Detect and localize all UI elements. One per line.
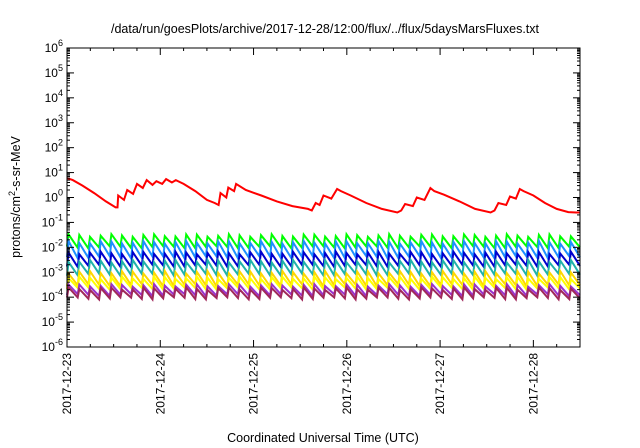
x-axis-title: Coordinated Universal Time (UTC)	[227, 431, 419, 445]
series-line-8	[66, 284, 581, 302]
y-tick-label: 105	[45, 63, 63, 80]
x-tick-label: 2017-12-25	[247, 353, 261, 415]
x-tick-label: 2017-12-26	[340, 353, 354, 415]
y-tick-label: 102	[45, 138, 63, 155]
plot-frame	[66, 47, 581, 348]
y-tick-label: 10-2	[42, 237, 63, 254]
y-tick-label: 106	[45, 38, 63, 55]
series-line-0	[66, 177, 580, 214]
series-line-4	[66, 256, 581, 279]
x-tick-label: 2017-12-23	[60, 353, 74, 415]
y-tick-label: 10-3	[42, 262, 63, 279]
x-tick-label: 2017-12-27	[433, 353, 447, 415]
y-tick-label: 101	[45, 163, 63, 180]
y-axis-title: protons/cm2-s-sr-MeV	[7, 135, 23, 257]
y-tick-label: 103	[45, 113, 63, 130]
y-tick-label: 10-4	[42, 287, 63, 304]
series-layer	[66, 177, 581, 302]
x-tick-label: 2017-12-24	[153, 353, 167, 415]
y-tick-label: 10-5	[42, 312, 63, 329]
x-tick-label: 2017-12-28	[526, 353, 540, 415]
y-tick-label: 104	[45, 88, 63, 105]
y-tick-label: 10-6	[42, 337, 63, 354]
tick-layer: 10-6 10-5 10-4 10-3 10-2 10-1 100 101 102 103 104 1…	[42, 38, 581, 415]
chart-title: /data/run/goesPlots/archive/2017-12-28/1…	[111, 22, 540, 36]
y-tick-label: 100	[45, 188, 63, 205]
y-tick-label: 10-1	[42, 212, 63, 229]
